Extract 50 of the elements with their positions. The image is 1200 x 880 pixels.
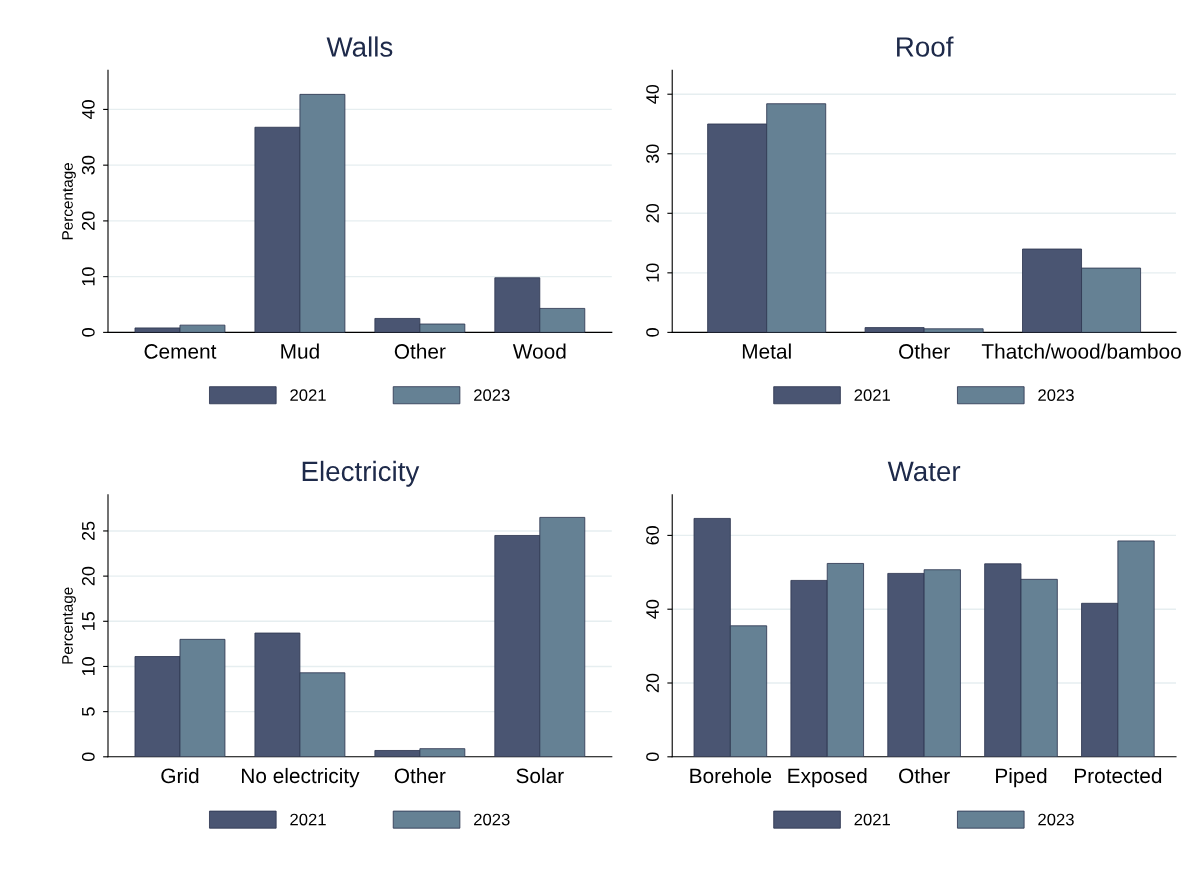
chart-title: Water bbox=[887, 461, 961, 482]
x-tick-label: Protected bbox=[1075, 767, 1162, 784]
y-axis-title: Percentage bbox=[62, 163, 76, 240]
chart-title: Roof bbox=[897, 36, 954, 57]
chart-title: Walls bbox=[326, 36, 393, 57]
y-tick-label: 10 bbox=[81, 657, 95, 676]
y-tick-label: 20 bbox=[81, 566, 95, 586]
y-tick-label: 20 bbox=[646, 203, 659, 223]
legend-label: 2021 bbox=[854, 389, 890, 402]
x-tick-label: Other bbox=[394, 343, 446, 359]
y-axis-title: Percentage bbox=[62, 587, 76, 664]
legend-label: 2023 bbox=[1038, 813, 1074, 826]
x-tick-label: Exposed bbox=[788, 767, 867, 788]
y-tick-label: 10 bbox=[81, 267, 95, 286]
legend-label: 2021 bbox=[854, 813, 890, 826]
y-tick-label: 15 bbox=[82, 612, 95, 630]
y-tick-label: 0 bbox=[646, 328, 659, 337]
x-tick-label: Borehole bbox=[690, 767, 772, 784]
legend-label: 2021 bbox=[290, 813, 326, 826]
x-tick-label: Mud bbox=[281, 343, 319, 359]
x-tick-label: Other bbox=[899, 767, 950, 784]
y-tick-label: 20 bbox=[646, 673, 659, 693]
y-tick-label: 40 bbox=[81, 100, 95, 120]
y-tick-label: 40 bbox=[646, 84, 659, 104]
legend-label: 2023 bbox=[474, 813, 510, 826]
y-tick-label: 5 bbox=[82, 707, 95, 716]
legend-label: 2021 bbox=[290, 389, 326, 402]
y-tick-label: 20 bbox=[81, 211, 95, 231]
y-tick-label: 60 bbox=[646, 526, 659, 545]
x-tick-label: Metal bbox=[742, 343, 791, 359]
x-tick-label: Other bbox=[394, 767, 446, 784]
legend-label: 2023 bbox=[474, 389, 510, 402]
x-tick-label: Piped bbox=[996, 767, 1047, 788]
x-tick-label: Wood bbox=[512, 343, 566, 359]
y-tick-label: 0 bbox=[646, 752, 659, 762]
y-tick-label: 40 bbox=[646, 599, 659, 619]
x-tick-label: No electricity bbox=[242, 767, 360, 788]
y-tick-label: 30 bbox=[646, 144, 659, 164]
legend-label: 2023 bbox=[1038, 389, 1074, 402]
x-tick-label: Thatch/wood/bamboo bbox=[981, 343, 1181, 359]
chart-title: Electricity bbox=[302, 460, 420, 487]
y-tick-label: 0 bbox=[81, 752, 95, 762]
y-tick-label: 10 bbox=[646, 263, 659, 282]
x-tick-label: Cement bbox=[144, 344, 217, 359]
x-tick-label: Grid bbox=[161, 767, 199, 784]
x-tick-label: Solar bbox=[516, 767, 564, 784]
x-tick-label: Other bbox=[899, 343, 950, 359]
y-tick-label: 0 bbox=[81, 328, 95, 337]
y-tick-label: 25 bbox=[81, 521, 95, 541]
y-tick-label: 30 bbox=[81, 155, 95, 175]
